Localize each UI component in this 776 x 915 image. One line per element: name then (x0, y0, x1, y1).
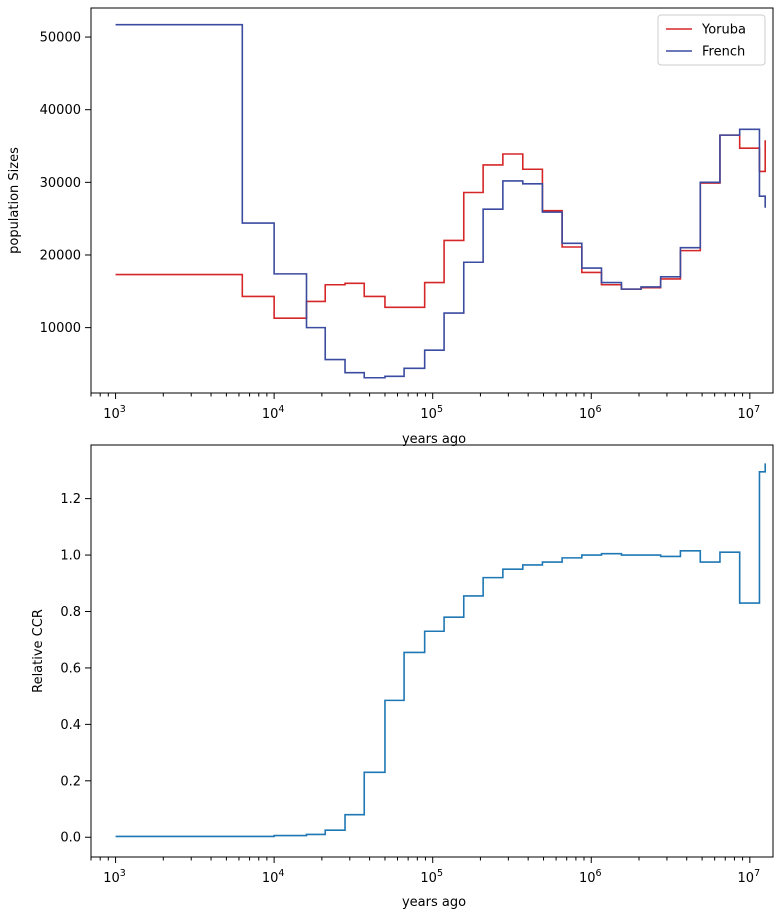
x-tick-label: 104 (262, 868, 285, 886)
y-axis-title: population Sizes (7, 147, 22, 254)
y-tick-label: 0.6 (60, 661, 81, 676)
y-tick-label: 20000 (40, 248, 81, 263)
y-tick-label: 0.2 (60, 774, 81, 789)
y-tick-label: 0.0 (60, 831, 81, 846)
y-tick-label: 30000 (40, 176, 81, 191)
chart-1: 103 104 105 106 107 10000 20000 30000 40000 50000… (7, 7, 774, 447)
legend-label-french: French (702, 45, 745, 60)
x-axis-title: years ago (402, 432, 466, 447)
y-tick-label: 50000 (40, 31, 81, 46)
plot-frame (90, 444, 774, 858)
x-tick-label: 106 (579, 404, 602, 422)
y-tick-label: 0.4 (60, 718, 81, 733)
x-tick-label: 106 (579, 868, 602, 886)
x-tick-label: 104 (262, 404, 285, 422)
x-tick-label: 107 (738, 404, 761, 422)
x-tick-label: 103 (103, 404, 126, 422)
x-tick-label: 105 (420, 868, 443, 886)
series-line-ccr (115, 463, 766, 838)
chart-2: 103 104 105 106 107 0.0 0.2 0.4 0.6 0.8 1.0 1.2 year… (31, 444, 774, 910)
legend-label-yoruba: Yoruba (701, 23, 746, 38)
y-tick-label: 0.8 (60, 605, 81, 620)
series-line-yoruba (115, 134, 766, 319)
x-tick-label: 107 (738, 868, 761, 886)
y-tick-label: 1.2 (60, 492, 81, 507)
y-tick-label: 40000 (40, 103, 81, 118)
y-tick-label: 10000 (40, 321, 81, 336)
y-tick-label: 1.0 (60, 549, 81, 564)
legend-box (657, 14, 766, 66)
series-line-french (115, 23, 766, 379)
x-axis-title: years ago (402, 895, 466, 910)
y-axis-title: Relative CCR (31, 609, 46, 693)
plot-frame (90, 7, 774, 394)
legend: Yoruba French (657, 14, 766, 66)
x-tick-label: 103 (103, 868, 126, 886)
x-tick-label: 105 (420, 404, 443, 422)
